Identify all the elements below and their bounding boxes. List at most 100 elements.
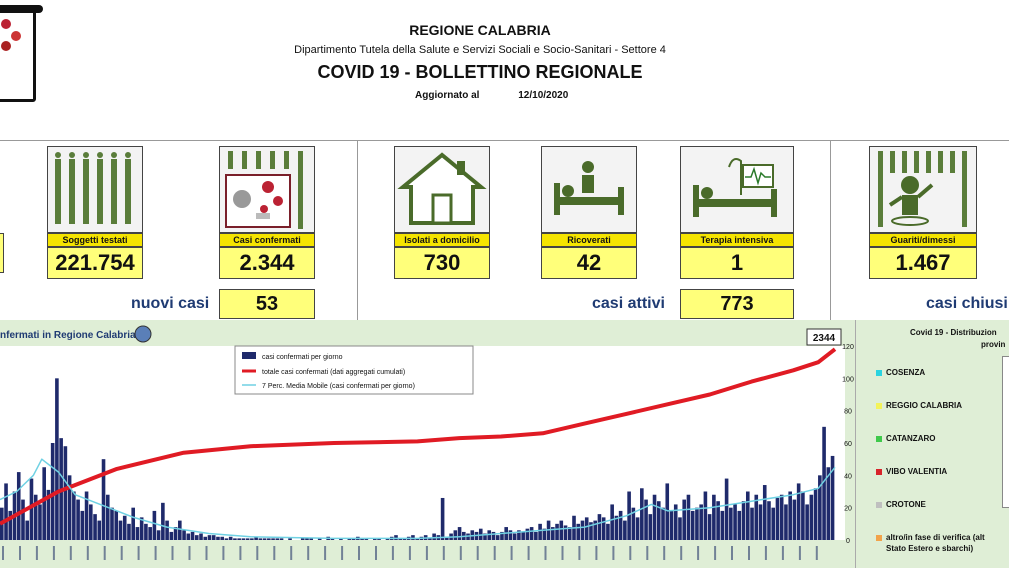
lines-group	[0, 347, 837, 540]
daily-cases-bar	[818, 475, 822, 540]
daily-cases-bar	[258, 538, 263, 540]
daily-cases-bar	[805, 504, 809, 540]
daily-cases-bar	[46, 489, 51, 540]
recovered-label: Guariti/dimessi	[869, 233, 977, 247]
x-tick-label	[595, 546, 598, 560]
daily-cases-bar	[245, 538, 250, 540]
x-tick-label	[680, 546, 683, 560]
province-title: Covid 19 - Distribuzion	[910, 328, 997, 337]
daily-cases-bar	[428, 538, 432, 540]
daily-cases-bar	[237, 538, 241, 540]
daily-cases-bar	[453, 530, 458, 540]
daily-cases-bar	[402, 538, 407, 540]
legend-cosenza: COSENZA	[886, 368, 926, 377]
legend-other: altro/in fase di verifica (alt	[886, 533, 985, 542]
daily-cases-bar	[254, 536, 258, 540]
daily-cases-bar	[822, 426, 826, 540]
x-tick-label	[171, 546, 174, 560]
icu-label: Terapia intensiva	[680, 233, 794, 247]
x-tick-label	[19, 546, 21, 560]
y-tick-label: 60	[844, 441, 852, 448]
daily-cases-bar	[597, 514, 602, 540]
daily-cases-bar	[89, 504, 93, 540]
daily-cases-bar	[644, 499, 648, 540]
daily-cases-bar	[593, 520, 597, 540]
daily-cases-bar	[440, 497, 445, 540]
x-tick-label	[256, 546, 259, 560]
daily-cases-bar	[623, 520, 627, 540]
legend-total: totale casi confermati (dati aggregati c…	[262, 369, 405, 376]
x-tick-label	[798, 546, 801, 560]
daily-cases-bar	[754, 494, 759, 540]
x-tick-label	[510, 546, 513, 560]
daily-cases-bar	[656, 501, 661, 540]
daily-cases-bar	[8, 510, 13, 540]
daily-cases-bar	[584, 517, 589, 540]
confirmed-label: Casi confermati	[219, 233, 315, 247]
x-tick-label	[290, 546, 293, 560]
daily-cases-bar	[122, 515, 127, 540]
x-tick-label	[188, 546, 191, 560]
daily-cases-bar	[614, 515, 619, 540]
x-tick-label	[578, 546, 581, 560]
legend-swatch-vibo	[876, 469, 882, 475]
update-line: Aggiornato al 12/10/2020	[415, 90, 568, 101]
x-tick-label	[120, 546, 123, 560]
x-tick-label	[358, 546, 360, 560]
daily-cases-bar	[750, 507, 754, 540]
province-panel: Covid 19 - Distribuzion provin COSENZA R…	[855, 320, 1009, 568]
x-tick-label	[154, 546, 157, 560]
confirmed-icon	[219, 146, 315, 233]
x-tick-label	[103, 546, 106, 560]
panel-active-cases: Isolati a domicilio 730 Ricoverati 42 Te…	[357, 140, 831, 322]
daily-cases-bar	[105, 494, 110, 540]
legend-vibo: VIBO VALENTIA	[886, 467, 948, 476]
hosp-label: Ricoverati	[541, 233, 637, 247]
x-tick-label	[137, 546, 140, 560]
region-title: REGIONE CALABRIA	[409, 22, 551, 38]
x-tick-label	[544, 546, 547, 560]
virus-icon	[1, 19, 11, 29]
daily-cases-bar	[55, 378, 59, 540]
confirmed-value: 2.344	[219, 247, 315, 279]
y-tick-label: 20	[844, 506, 852, 513]
daily-cases-bar	[813, 488, 818, 540]
daily-cases-bar	[300, 538, 305, 540]
icu-icon	[680, 146, 794, 233]
daily-cases-bar	[635, 517, 640, 540]
daily-cases-bar	[640, 488, 644, 540]
daily-cases-bar	[110, 507, 114, 540]
daily-cases-bar	[559, 520, 564, 540]
daily-cases-bar	[669, 510, 674, 540]
hosp-value: 42	[541, 247, 637, 279]
x-tick-label	[2, 546, 4, 560]
daily-cases-bar	[25, 520, 30, 540]
daily-cases-bar	[538, 523, 542, 540]
daily-cases-bar	[139, 517, 144, 540]
x-tick-label	[273, 546, 276, 560]
daily-cases-bar	[275, 538, 280, 540]
x-tick-label	[239, 546, 242, 560]
daily-cases-bar	[758, 504, 763, 540]
daily-cases-bar	[360, 538, 364, 540]
virus-icon	[11, 31, 21, 41]
daily-cases-bar	[729, 507, 733, 540]
total-callout-box	[806, 328, 842, 346]
daily-cases-bar	[792, 499, 797, 540]
x-tick-label	[815, 546, 818, 560]
tested-label: Soggetti testati	[47, 233, 143, 247]
daily-cases-bar	[267, 538, 271, 540]
daily-cases-bar	[508, 530, 513, 540]
daily-cases-bar	[241, 538, 246, 540]
daily-cases-bar	[330, 538, 335, 540]
daily-cases-bar	[131, 507, 135, 540]
daily-cases-bar	[63, 446, 68, 540]
y-tick-label: 80	[844, 409, 852, 416]
daily-cases-bar	[716, 501, 720, 540]
active-cases-label: casi attivi	[592, 295, 665, 312]
legend-swatch-crotone	[876, 502, 882, 508]
daily-cases-bar	[233, 538, 237, 540]
daily-cases-bar	[745, 491, 750, 540]
province-subtitle: provin	[981, 340, 1006, 349]
chart-title: nfermati in Regione Calabria	[0, 330, 136, 341]
